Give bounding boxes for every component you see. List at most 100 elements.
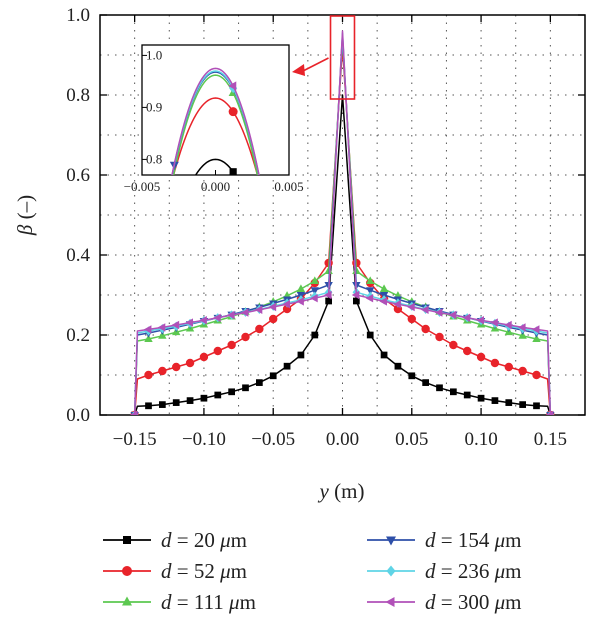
data-point — [199, 352, 209, 362]
data-point — [241, 332, 250, 342]
data-point — [185, 318, 194, 327]
data-point — [519, 401, 527, 408]
inset-plot: −0.005 0.000 0.005 0.8 0.9 1.0 — [124, 15, 356, 194]
data-point — [531, 325, 540, 334]
data-point — [436, 384, 443, 392]
inset-x-tick-label: 0.005 — [274, 179, 303, 194]
data-point — [269, 314, 278, 324]
data-point — [158, 331, 167, 339]
data-point — [158, 366, 167, 376]
data-point — [352, 297, 360, 305]
inset-series — [169, 67, 260, 175]
zoom-arrow — [302, 57, 329, 72]
data-point — [518, 323, 526, 332]
legend-item: d = 111 μm — [103, 590, 256, 614]
inset-y-tick-label: 1.0 — [146, 47, 162, 62]
data-point — [533, 402, 540, 410]
data-point — [532, 370, 541, 380]
legend-item: d = 52 μm — [103, 559, 247, 583]
legend-marker — [122, 566, 132, 576]
data-point — [352, 266, 361, 274]
data-point — [186, 397, 194, 404]
data-point — [462, 313, 471, 322]
series-line — [133, 94, 552, 415]
inset-curve — [194, 158, 237, 175]
data-point — [255, 324, 264, 334]
legend-item: d = 20 μm — [103, 528, 247, 552]
data-point — [199, 316, 207, 325]
data-point — [297, 351, 305, 359]
legend-marker — [386, 565, 396, 577]
data-point — [545, 410, 554, 415]
data-point — [449, 388, 457, 396]
data-point — [518, 331, 527, 339]
legend-marker — [386, 536, 396, 546]
series-layer — [130, 30, 555, 415]
legend-item: d = 300 μm — [367, 590, 521, 614]
data-point — [296, 284, 306, 292]
data-point — [434, 308, 443, 317]
x-tick-label: 0.05 — [395, 429, 428, 450]
data-point — [227, 340, 236, 350]
data-point — [296, 297, 304, 306]
data-point — [144, 370, 153, 380]
x-tick-label: −0.10 — [182, 429, 226, 450]
data-point — [144, 334, 153, 342]
data-point — [421, 305, 429, 314]
x-tick-label: 0.15 — [534, 429, 567, 450]
legend: d = 20 μm d = 52 μm d = 111 μm d = 154 μm d … — [103, 528, 521, 614]
inset-y-tick-label: 0.8 — [146, 151, 162, 166]
inset-x-tick-label: −0.005 — [124, 179, 161, 194]
data-point — [324, 290, 332, 300]
legend-marker — [123, 536, 131, 544]
data-point — [407, 314, 416, 324]
data-point — [254, 305, 263, 314]
y-tick-label: 0.8 — [66, 85, 90, 106]
data-point — [505, 399, 513, 406]
data-point — [476, 352, 486, 362]
x-axis-title: y (m) — [318, 479, 365, 503]
data-point — [283, 362, 291, 370]
data-point — [185, 358, 195, 368]
axis-labels: y (m) β (–) — [13, 195, 364, 503]
inset-curve — [171, 67, 260, 175]
data-point — [269, 372, 277, 380]
data-point — [268, 302, 277, 312]
y-tick-label: 0.2 — [66, 325, 90, 346]
x-tick-label: 0.00 — [326, 429, 359, 450]
data-point — [491, 397, 499, 404]
data-point — [504, 362, 513, 372]
data-point — [157, 323, 166, 332]
legend-marker — [122, 596, 132, 606]
y-tick-label: 0.6 — [66, 165, 90, 186]
data-point — [255, 379, 263, 386]
data-point — [408, 372, 416, 380]
data-point — [325, 297, 333, 305]
data-point — [311, 331, 319, 339]
data-point — [366, 331, 374, 339]
legend-label: d = 154 μm — [425, 528, 521, 552]
x-tick-label: 0.10 — [464, 429, 497, 450]
legend-label: d = 300 μm — [425, 590, 521, 614]
data-point — [394, 362, 402, 370]
data-point — [365, 294, 374, 303]
x-tick-label: −0.05 — [251, 429, 295, 450]
y-tick-label: 0.0 — [66, 405, 90, 426]
data-point — [435, 332, 444, 342]
legend-label: d = 111 μm — [161, 590, 256, 614]
legend-label: d = 20 μm — [161, 528, 247, 552]
data-point — [476, 316, 485, 325]
data-point — [463, 346, 472, 356]
zoom-box — [329, 15, 356, 100]
series-0 — [131, 94, 554, 415]
data-point — [310, 276, 319, 284]
data-point — [422, 379, 430, 386]
data-point — [158, 401, 166, 408]
data-point — [448, 310, 457, 320]
data-point — [310, 294, 318, 303]
inset-marker — [229, 168, 237, 175]
y-axis-title: β (–) — [13, 195, 37, 236]
data-point — [324, 266, 333, 274]
data-point — [407, 302, 415, 312]
data-point — [242, 384, 249, 392]
